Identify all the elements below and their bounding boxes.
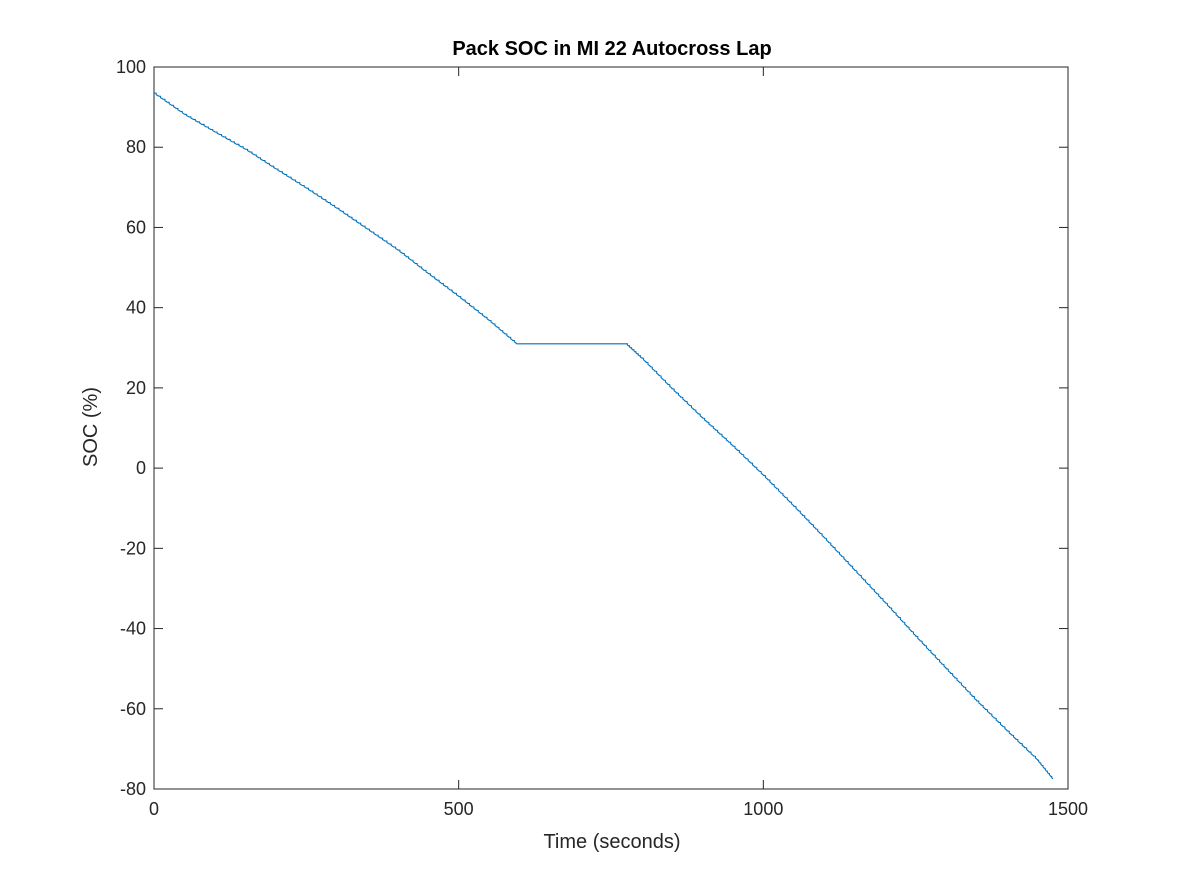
- y-tick-label: 20: [126, 378, 146, 398]
- y-tick-label: 60: [126, 217, 146, 237]
- soc-series-line: [153, 92, 1054, 780]
- y-tick-label: 0: [136, 458, 146, 478]
- y-tick-label: 80: [126, 137, 146, 157]
- x-tick-label: 1000: [743, 799, 783, 819]
- y-tick-label: 40: [126, 298, 146, 318]
- x-axis-label: Time (seconds): [543, 831, 680, 853]
- y-tick-label: 100: [116, 57, 146, 77]
- plot-area: [153, 66, 1069, 790]
- y-axis-label: SOC (%): [80, 387, 102, 467]
- y-tick-label: -40: [120, 619, 146, 639]
- x-tick-label: 0: [149, 799, 159, 819]
- x-tick-label: 500: [444, 799, 474, 819]
- x-tick-label: 1500: [1048, 799, 1088, 819]
- y-tick-label: -60: [120, 699, 146, 719]
- y-tick-label: -80: [120, 779, 146, 799]
- chart-title: Pack SOC in MI 22 Autocross Lap: [452, 38, 771, 60]
- y-tick-label: -20: [120, 538, 146, 558]
